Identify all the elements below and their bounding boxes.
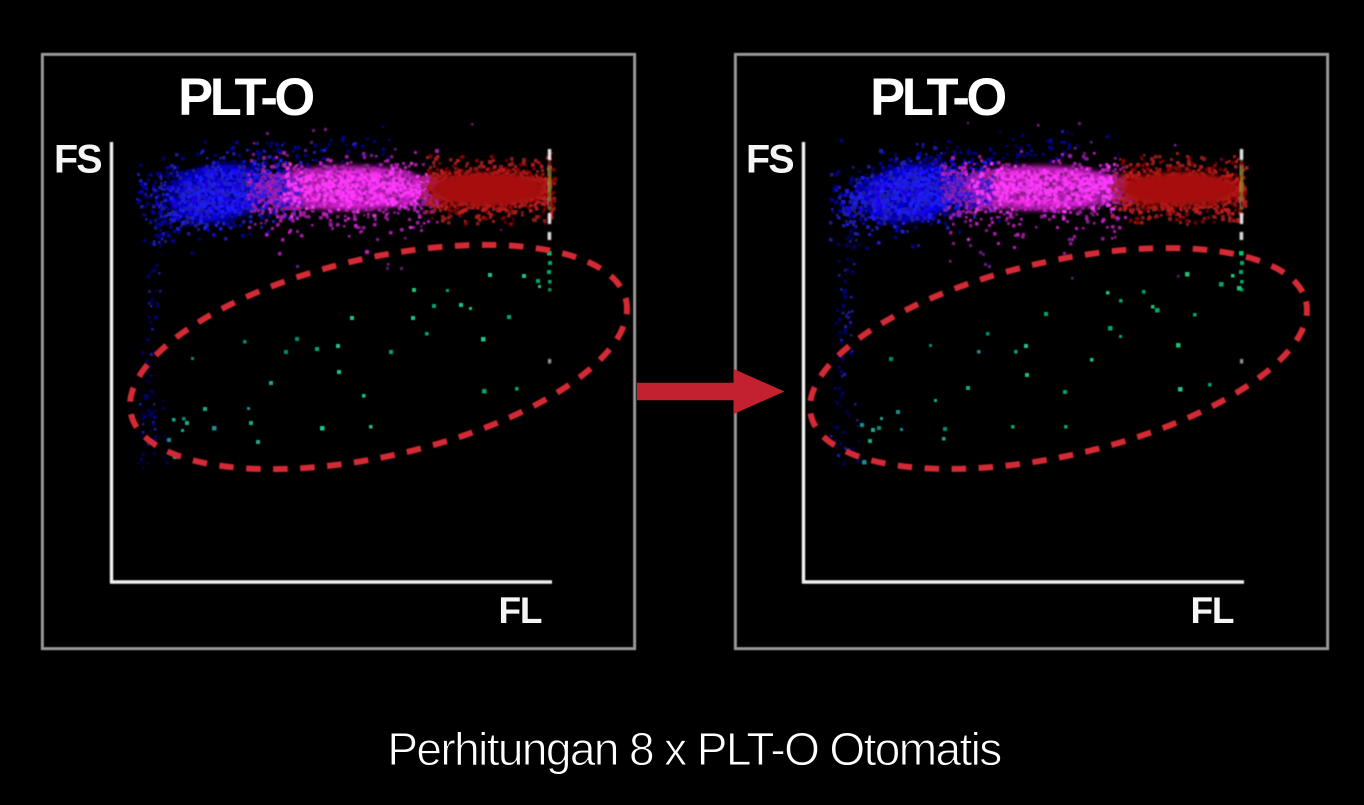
svg-text:FS: FS <box>746 138 793 182</box>
svg-text:FS: FS <box>54 138 101 182</box>
svg-text:PLT-O: PLT-O <box>178 68 313 127</box>
svg-text:PLT-O: PLT-O <box>870 68 1005 127</box>
svg-text:FL: FL <box>1191 590 1234 631</box>
svg-text:FL: FL <box>499 590 542 631</box>
svg-text:Perhitungan 8 x PLT-O Otomatis: Perhitungan 8 x PLT-O Otomatis <box>387 723 1001 775</box>
